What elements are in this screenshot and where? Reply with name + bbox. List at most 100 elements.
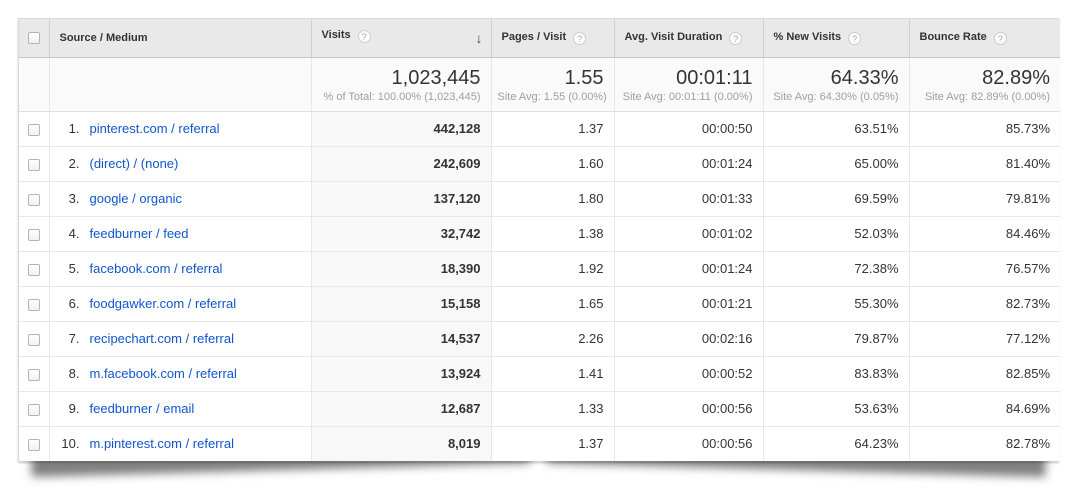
source-medium-link[interactable]: (direct) / (none) (89, 156, 179, 171)
row-checkbox-cell (19, 111, 49, 147)
totals-source-medium-cell (48, 57, 311, 112)
source-medium-link[interactable]: pinterest.com / referral (89, 121, 220, 136)
totals-bounce-rate-cell: 82.89% Site Avg: 82.89% (0.00%) (908, 57, 1060, 112)
column-label: Avg. Visit Duration (624, 30, 723, 43)
row-rank: 6. (68, 296, 80, 311)
column-label: Pages / Visit (501, 30, 567, 43)
total-pages-per-visit-subtext: Site Avg: 1.55 (0.00%) (497, 90, 607, 103)
bounce-rate-cell: 82.85% (908, 356, 1060, 392)
pct-new-visits-cell: 79.87% (762, 321, 909, 357)
pct-new-visits-cell: 65.00% (762, 146, 909, 182)
table-row: 2. (direct) / (none) 242,609 1.60 00:01:2… (19, 146, 1060, 182)
row-rank: 1. (68, 121, 80, 136)
row-checkbox[interactable] (27, 333, 40, 346)
bounce-rate-cell: 84.69% (908, 391, 1060, 427)
source-medium-cell: 9. feedburner / email (48, 391, 311, 427)
sort-descending-icon[interactable]: ↓ (475, 30, 483, 47)
help-icon[interactable]: ? (729, 31, 743, 45)
help-icon[interactable]: ? (993, 31, 1007, 45)
table-row: 3. google / organic 137,120 1.80 00:01:33… (19, 181, 1060, 217)
visits-cell: 32,742 (310, 216, 491, 252)
bounce-rate-cell: 84.46% (908, 216, 1060, 252)
source-medium-cell: 2. (direct) / (none) (48, 146, 311, 182)
row-rank: 10. (61, 436, 80, 452)
avg-visit-duration-cell: 00:00:56 (613, 391, 763, 427)
column-label: Bounce Rate (919, 30, 987, 43)
row-rank: 3. (68, 191, 80, 206)
row-checkbox-cell (19, 286, 49, 322)
pct-new-visits-cell: 64.23% (762, 426, 909, 461)
pct-new-visits-cell: 72.38% (762, 251, 909, 287)
source-medium-link[interactable]: foodgawker.com / referral (89, 296, 237, 311)
visits-cell: 137,120 (310, 181, 491, 217)
table-header-row: Source / Medium Visits? ↓ Pages / Visit? … (19, 19, 1060, 58)
pages-per-visit-cell: 1.33 (490, 391, 614, 427)
bounce-rate-cell: 81.40% (908, 146, 1060, 182)
table-row: 10. m.pinterest.com / referral 8,019 1.37… (19, 426, 1060, 461)
pages-per-visit-cell: 2.26 (490, 321, 614, 357)
row-rank: 7. (68, 331, 80, 346)
pages-per-visit-cell: 1.80 (490, 181, 614, 217)
help-icon[interactable]: ? (573, 31, 587, 45)
row-checkbox[interactable] (27, 403, 40, 416)
totals-pages-per-visit-cell: 1.55 Site Avg: 1.55 (0.00%) (490, 57, 614, 112)
column-header-bounce-rate[interactable]: Bounce Rate? (908, 19, 1060, 58)
row-checkbox[interactable] (27, 228, 40, 241)
row-rank: 8. (68, 366, 80, 381)
source-medium-link[interactable]: facebook.com / referral (89, 261, 223, 276)
totals-avg-visit-duration-cell: 00:01:11 Site Avg: 00:01:11 (0.00%) (613, 57, 763, 112)
help-icon[interactable]: ? (357, 30, 371, 44)
source-medium-link[interactable]: feedburner / email (89, 401, 195, 416)
totals-visits-cell: 1,023,445 % of Total: 100.00% (1,023,445… (310, 57, 491, 112)
source-medium-cell: 6. foodgawker.com / referral (48, 286, 311, 322)
row-checkbox[interactable] (27, 438, 40, 451)
source-medium-link[interactable]: recipechart.com / referral (89, 331, 235, 346)
column-header-pct-new-visits[interactable]: % New Visits? (762, 19, 909, 58)
source-medium-cell: 7. recipechart.com / referral (48, 321, 311, 357)
row-checkbox-cell (19, 251, 49, 287)
help-icon[interactable]: ? (848, 31, 862, 45)
source-medium-link[interactable]: m.pinterest.com / referral (89, 436, 235, 452)
column-header-visits[interactable]: Visits? ↓ (310, 19, 491, 58)
column-header-avg-visit-duration[interactable]: Avg. Visit Duration? (613, 19, 763, 58)
pages-per-visit-cell: 1.65 (490, 286, 614, 322)
source-medium-link[interactable]: feedburner / feed (89, 226, 189, 241)
column-label: Source / Medium (59, 31, 148, 44)
source-medium-link[interactable]: google / organic (89, 191, 183, 206)
pct-new-visits-cell: 52.03% (762, 216, 909, 252)
row-checkbox[interactable] (27, 298, 40, 311)
row-rank: 9. (68, 401, 80, 416)
visits-cell: 12,687 (310, 391, 491, 427)
pct-new-visits-cell: 55.30% (762, 286, 909, 322)
avg-visit-duration-cell: 00:01:02 (613, 216, 763, 252)
table-row: 8. m.facebook.com / referral 13,924 1.41 … (19, 356, 1060, 392)
avg-visit-duration-cell: 00:02:16 (613, 321, 763, 357)
row-checkbox[interactable] (27, 123, 40, 136)
row-checkbox[interactable] (27, 158, 40, 171)
table-row: 4. feedburner / feed 32,742 1.38 00:01:02… (19, 216, 1060, 252)
source-medium-cell: 1. pinterest.com / referral (48, 111, 311, 147)
avg-visit-duration-cell: 00:01:24 (613, 251, 763, 287)
pages-per-visit-cell: 1.92 (490, 251, 614, 287)
pages-per-visit-cell: 1.60 (490, 146, 614, 182)
avg-visit-duration-cell: 00:00:52 (613, 356, 763, 392)
table-row: 1. pinterest.com / referral 442,128 1.37 … (19, 111, 1060, 147)
column-header-source-medium[interactable]: Source / Medium (48, 19, 311, 58)
pages-per-visit-cell: 1.38 (490, 216, 614, 252)
bounce-rate-cell: 82.73% (908, 286, 1060, 322)
select-all-checkbox[interactable] (27, 31, 40, 44)
row-checkbox-cell (19, 181, 49, 217)
source-medium-link[interactable]: m.facebook.com / referral (89, 366, 237, 381)
column-header-pages-per-visit[interactable]: Pages / Visit? (490, 19, 614, 58)
table-row: 7. recipechart.com / referral 14,537 2.26… (19, 321, 1060, 357)
total-avg-visit-duration-value: 00:01:11 (676, 66, 753, 89)
analytics-table-card: Source / Medium Visits? ↓ Pages / Visit? … (18, 18, 1060, 462)
row-checkbox[interactable] (27, 193, 40, 206)
row-checkbox[interactable] (27, 263, 40, 276)
totals-row: 1,023,445 % of Total: 100.00% (1,023,445… (19, 57, 1060, 112)
row-checkbox-cell (19, 391, 49, 427)
row-checkbox[interactable] (27, 368, 40, 381)
visits-cell: 14,537 (310, 321, 491, 357)
bounce-rate-cell: 77.12% (908, 321, 1060, 357)
source-medium-table: Source / Medium Visits? ↓ Pages / Visit? … (19, 19, 1060, 461)
